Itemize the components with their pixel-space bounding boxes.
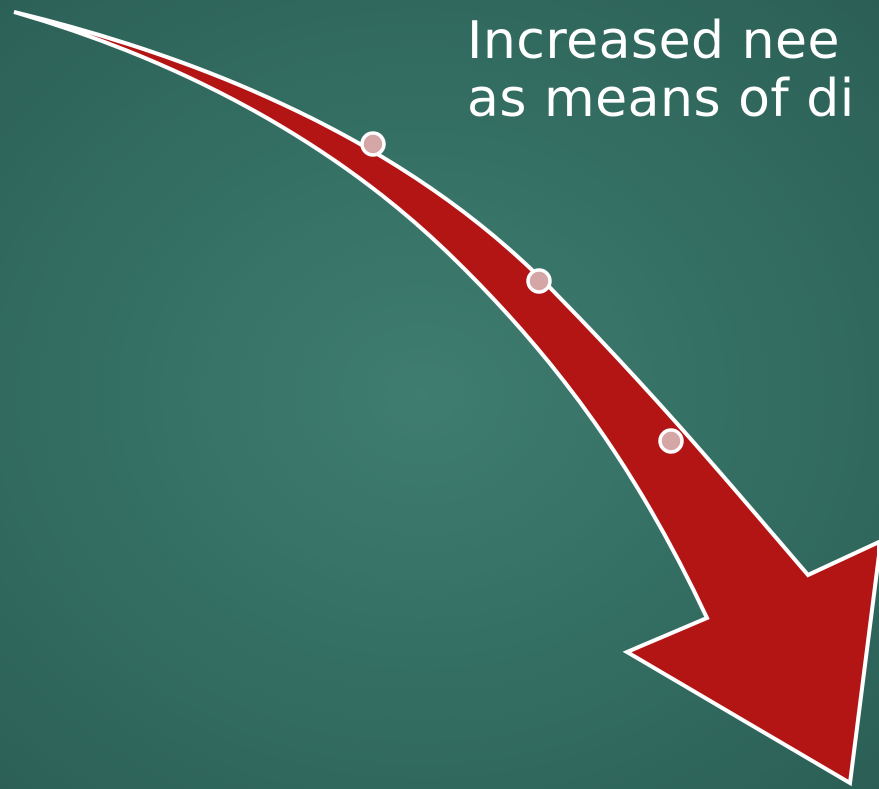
arrow-dot-3 (658, 428, 684, 454)
slide-caption: Increased nee as means of di (467, 12, 855, 128)
caption-line-1: Increased nee (467, 11, 841, 71)
caption-line-2: as means of di (467, 69, 855, 129)
curved-down-arrow (13, 10, 879, 787)
arrow-dot-1 (360, 131, 386, 157)
arrow-dot-2 (526, 268, 552, 294)
